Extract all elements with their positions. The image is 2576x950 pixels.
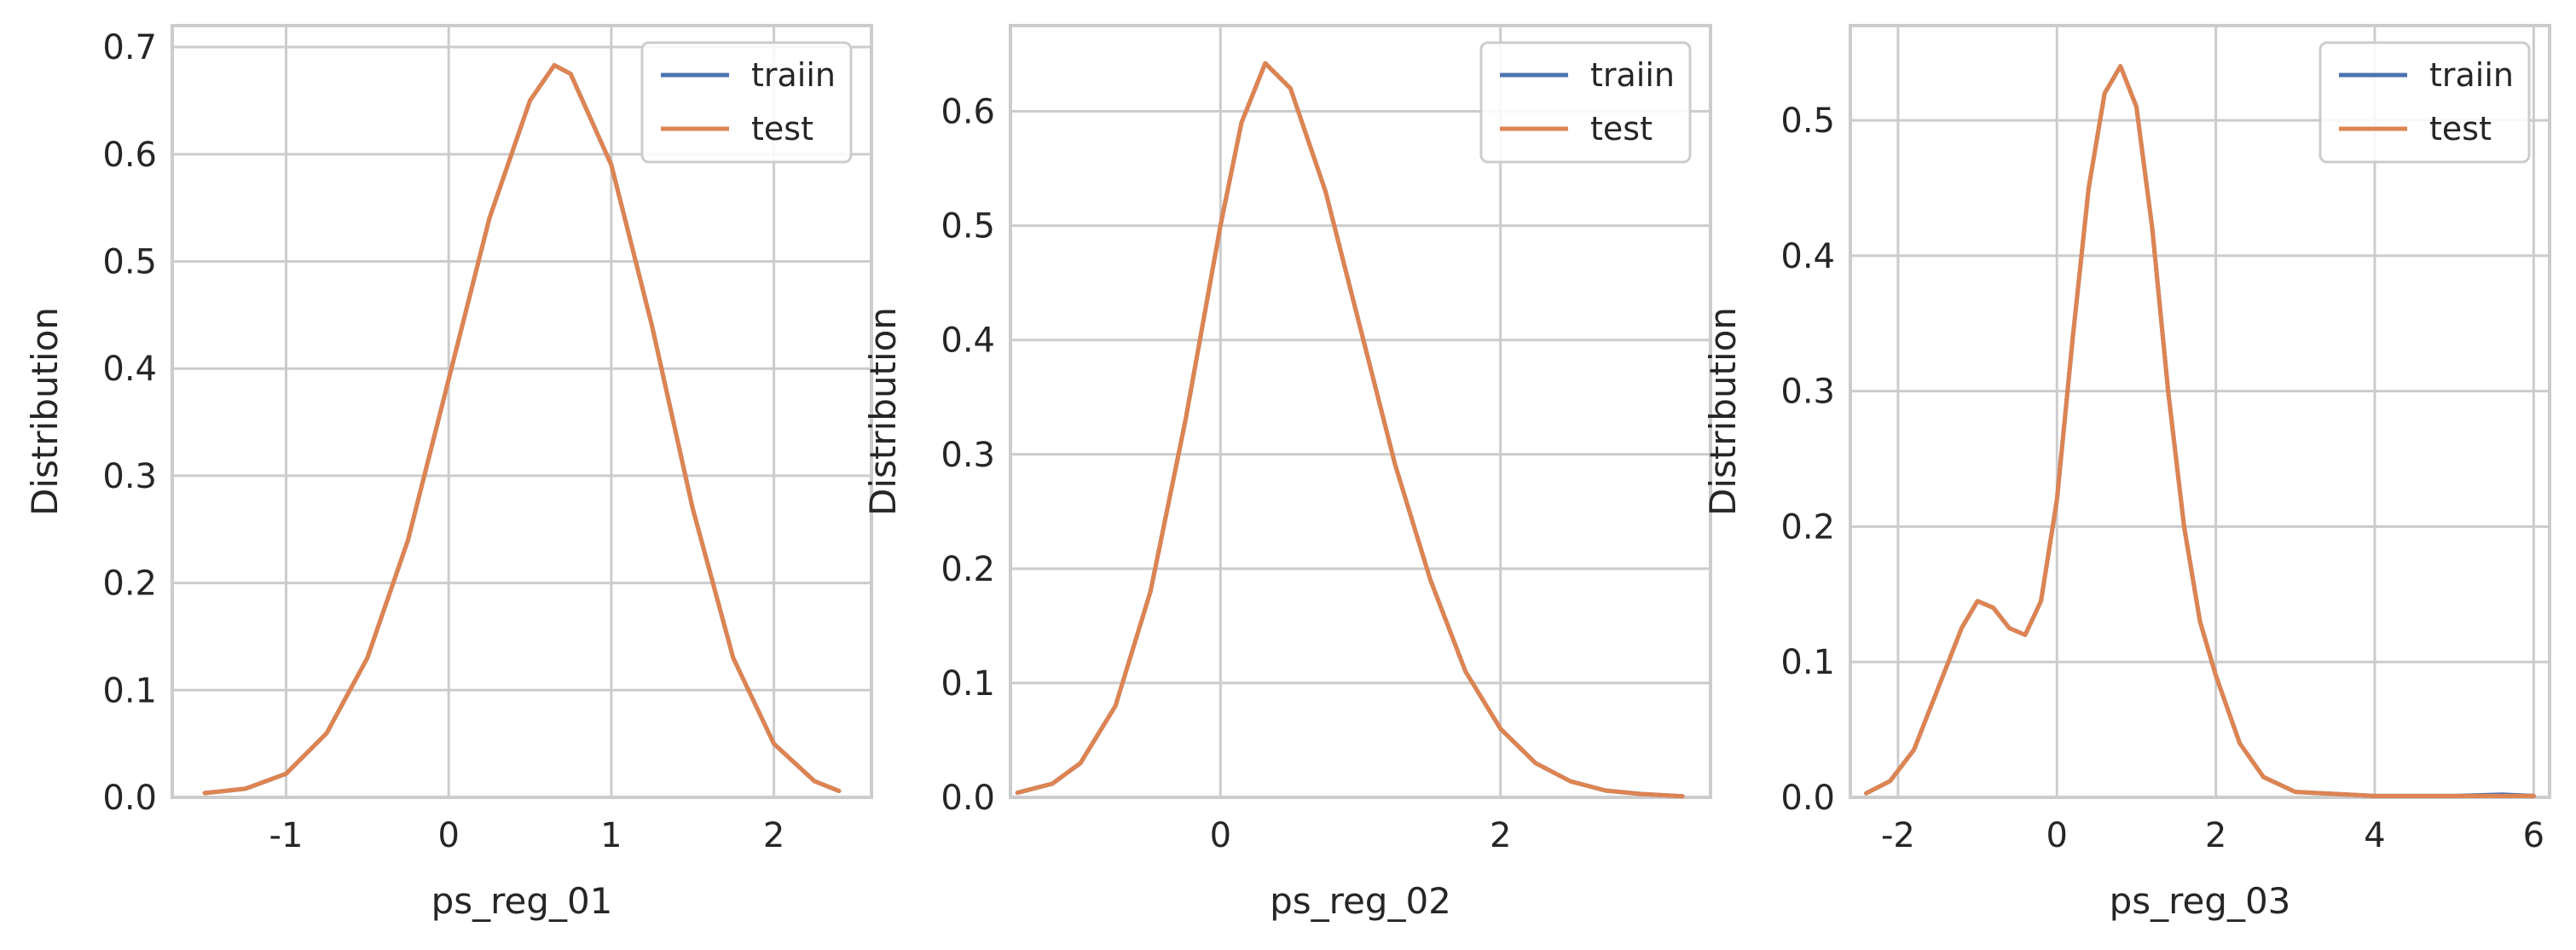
x-tick-label: 0 — [2046, 816, 2068, 855]
legend: traiin test — [2318, 41, 2531, 164]
legend-label-test: test — [751, 110, 813, 148]
x-tick-label: 0 — [1210, 816, 1231, 855]
y-tick-label: 0.4 — [1780, 237, 1835, 276]
y-tick-label: 0.3 — [1780, 373, 1835, 412]
x-axis-label: ps_reg_01 — [431, 880, 613, 922]
y-tick-label: 0.3 — [941, 436, 995, 475]
series-line-test — [202, 63, 842, 796]
y-tick-label: 0.2 — [941, 550, 995, 589]
y-tick-label: 0.1 — [1780, 643, 1835, 682]
y-axis-label: Distribution — [862, 307, 904, 516]
y-tick-label: 0.7 — [102, 28, 157, 67]
legend-label-test: test — [2429, 110, 2492, 148]
x-tick-label: -1 — [269, 816, 304, 855]
legend-box — [1479, 41, 1692, 164]
series-line-test — [1015, 61, 1685, 799]
y-tick-label: 0.6 — [102, 136, 157, 175]
x-axis-label: ps_reg_03 — [2110, 880, 2291, 922]
legend-label-test: test — [1590, 110, 1653, 148]
y-tick-label: 0.4 — [941, 321, 995, 361]
y-axis-label: Distribution — [1702, 307, 1744, 516]
x-tick-label: 6 — [2523, 816, 2544, 855]
subplot-2: 0 2 0.0 0.1 0.2 0.3 0.4 0.5 0.6 ps_reg_02 Distribu… — [862, 24, 1712, 922]
y-tick-label: 0.5 — [941, 207, 995, 246]
y-tick-label: 0.2 — [102, 565, 157, 604]
y-tick-label: 0.1 — [941, 664, 995, 704]
y-tick-label: 0.6 — [941, 93, 995, 132]
legend-box — [640, 41, 853, 164]
axes-frame — [1849, 24, 2551, 799]
y-axis-label: Distribution — [24, 307, 66, 516]
x-tick-label: 2 — [2205, 816, 2226, 855]
y-tick-label: 0.2 — [1780, 507, 1835, 547]
x-tick-label: 0 — [437, 816, 459, 855]
y-tick-label: 0.4 — [102, 350, 157, 389]
legend: traiin test — [1479, 41, 1692, 164]
y-tick-label: 0.5 — [1780, 101, 1835, 141]
x-tick-label: 2 — [1490, 816, 1511, 855]
y-tick-label: 0.0 — [1780, 779, 1835, 818]
axes-frame — [171, 24, 873, 799]
subplot-3: -2 0 2 4 6 0.0 0.1 0.2 0.3 0.4 0.5 ps_reg_03 Distrib… — [1702, 24, 2551, 922]
x-tick-label: 1 — [600, 816, 622, 855]
subplot-1: -1 0 1 2 0.0 0.1 0.2 0.3 0.4 0.5 0.6 0.7 ps_reg_01 Di… — [24, 24, 873, 922]
legend-label-traiin: traiin — [1590, 56, 1675, 94]
y-tick-label: 0.3 — [102, 457, 157, 496]
y-tick-label: 0.0 — [102, 779, 157, 818]
legend-box — [2318, 41, 2531, 164]
x-axis-label: ps_reg_02 — [1270, 880, 1451, 922]
legend-label-traiin: traiin — [2429, 56, 2514, 94]
x-tick-label: -2 — [1881, 816, 1915, 855]
y-tick-label: 0.0 — [941, 779, 995, 818]
series-line-test — [1864, 64, 2536, 798]
x-tick-label: 2 — [763, 816, 784, 855]
axes-frame — [1009, 24, 1712, 799]
legend-label-traiin: traiin — [751, 56, 836, 94]
legend: traiin test — [640, 41, 853, 164]
y-tick-label: 0.1 — [102, 671, 157, 710]
y-tick-label: 0.5 — [102, 243, 157, 282]
x-tick-label: 4 — [2364, 816, 2385, 855]
